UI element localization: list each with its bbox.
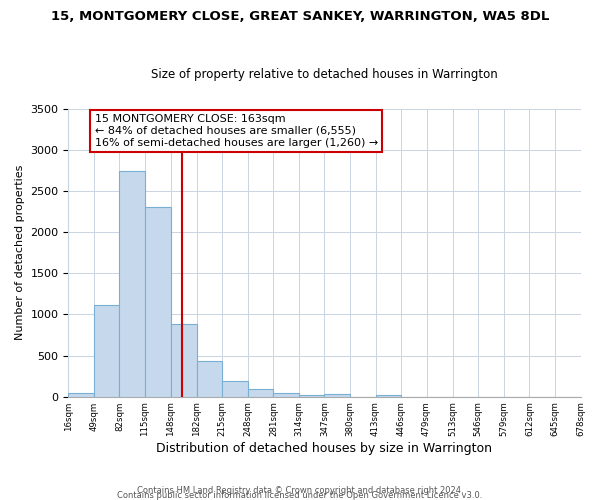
Text: Contains public sector information licensed under the Open Government Licence v3: Contains public sector information licen… <box>118 490 482 500</box>
Text: 15, MONTGOMERY CLOSE, GREAT SANKEY, WARRINGTON, WA5 8DL: 15, MONTGOMERY CLOSE, GREAT SANKEY, WARR… <box>51 10 549 23</box>
Y-axis label: Number of detached properties: Number of detached properties <box>15 165 25 340</box>
X-axis label: Distribution of detached houses by size in Warrington: Distribution of detached houses by size … <box>157 442 493 455</box>
Bar <box>223 382 248 396</box>
Text: 15 MONTGOMERY CLOSE: 163sqm
← 84% of detached houses are smaller (6,555)
16% of : 15 MONTGOMERY CLOSE: 163sqm ← 84% of det… <box>95 114 378 148</box>
Text: Contains HM Land Registry data © Crown copyright and database right 2024.: Contains HM Land Registry data © Crown c… <box>137 486 463 495</box>
Bar <box>145 208 170 396</box>
Bar <box>376 395 401 396</box>
Bar <box>119 171 145 396</box>
Bar <box>248 389 274 396</box>
Bar <box>197 362 223 396</box>
Bar <box>299 394 325 396</box>
Bar <box>274 393 299 396</box>
Bar <box>68 393 94 396</box>
Title: Size of property relative to detached houses in Warrington: Size of property relative to detached ho… <box>151 68 498 81</box>
Bar <box>94 306 119 396</box>
Bar <box>325 394 350 396</box>
Bar <box>170 324 197 396</box>
